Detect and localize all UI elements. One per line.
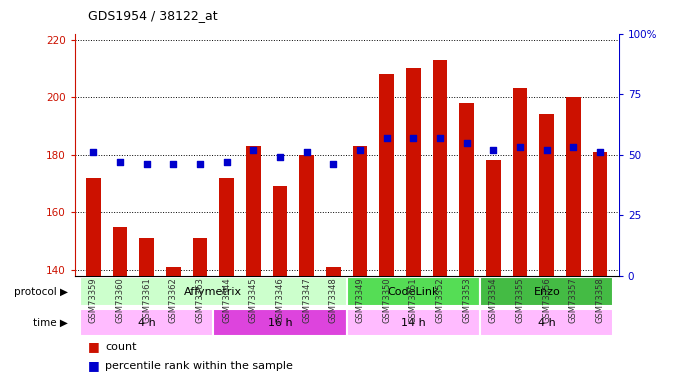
Text: 4 h: 4 h (538, 318, 556, 327)
Bar (139, 238, 154, 276)
Bar (193, 238, 207, 276)
Bar (513, 88, 528, 276)
Bar (432, 60, 447, 276)
Point (115, 159, 126, 165)
Point (461, 140, 472, 146)
Text: CodeLink: CodeLink (388, 286, 439, 297)
Point (541, 147, 552, 153)
Text: time ▶: time ▶ (33, 318, 68, 327)
Point (488, 147, 499, 153)
Point (301, 149, 312, 155)
Point (168, 161, 179, 167)
Text: 16 h: 16 h (268, 318, 292, 327)
Point (568, 144, 579, 150)
Text: percentile rank within the sample: percentile rank within the sample (105, 361, 293, 370)
Text: Affymetrix: Affymetrix (184, 286, 243, 297)
Bar (347, 277, 480, 306)
Bar (220, 178, 234, 276)
Text: ■: ■ (88, 340, 104, 353)
Bar (113, 226, 127, 276)
Text: count: count (105, 342, 137, 352)
Point (275, 154, 286, 160)
Point (194, 161, 205, 167)
Point (515, 144, 526, 150)
Bar (347, 309, 480, 336)
Bar (299, 154, 314, 276)
Point (408, 135, 419, 141)
Bar (486, 160, 500, 276)
Bar (246, 146, 261, 276)
Bar (460, 103, 474, 276)
Bar (326, 267, 341, 276)
Point (435, 135, 445, 141)
Text: 14 h: 14 h (401, 318, 426, 327)
Bar (80, 309, 214, 336)
Point (355, 147, 366, 153)
Bar (166, 267, 181, 276)
Bar (566, 97, 581, 276)
Text: 4 h: 4 h (138, 318, 156, 327)
Point (595, 149, 606, 155)
Bar (273, 186, 288, 276)
Text: protocol ▶: protocol ▶ (14, 286, 68, 297)
Bar (80, 277, 347, 306)
Point (248, 147, 259, 153)
Bar (214, 309, 347, 336)
Bar (379, 74, 394, 276)
Bar (480, 277, 613, 306)
Bar (480, 309, 613, 336)
Text: GDS1954 / 38122_at: GDS1954 / 38122_at (88, 9, 218, 22)
Bar (406, 68, 421, 276)
Point (222, 159, 233, 165)
Text: ■: ■ (88, 359, 104, 372)
Point (328, 161, 339, 167)
Bar (353, 146, 367, 276)
Point (88, 149, 99, 155)
Point (141, 161, 152, 167)
Text: Enzo: Enzo (533, 286, 560, 297)
Point (381, 135, 392, 141)
Bar (86, 178, 101, 276)
Bar (539, 114, 554, 276)
Bar (593, 152, 607, 276)
